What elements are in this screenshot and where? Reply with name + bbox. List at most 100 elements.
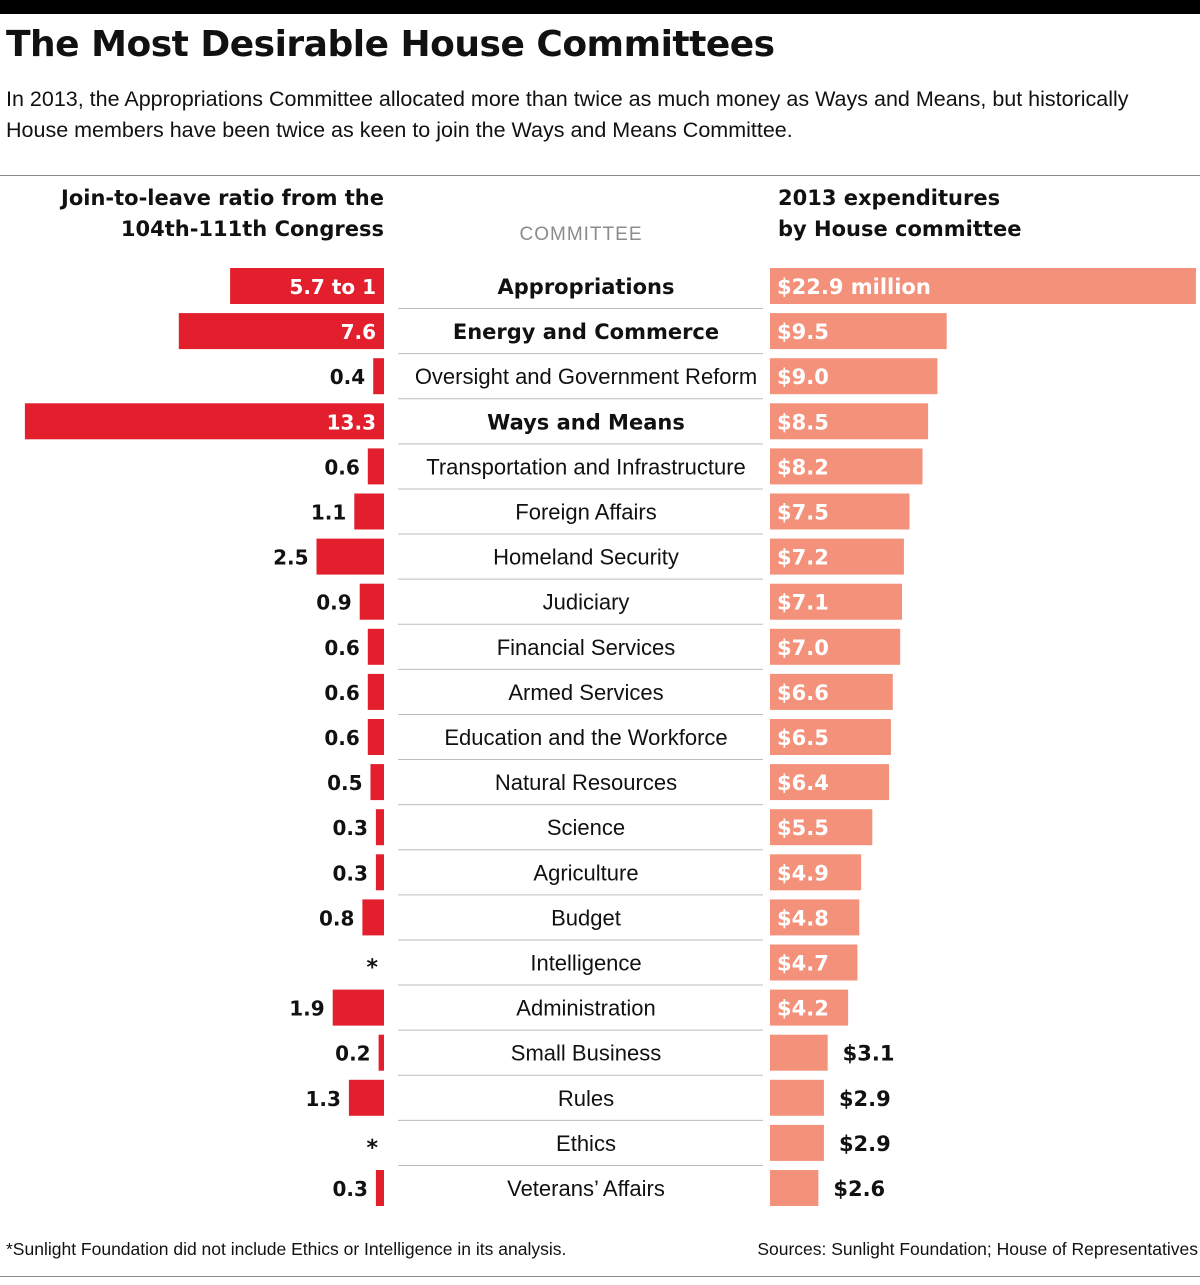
- category-label-armed-services: Armed Services: [508, 680, 663, 705]
- expenditure-bar-judiciary: [770, 583, 903, 620]
- expenditure-label-natural-resources: $6.4: [777, 771, 829, 795]
- expenditure-bar-energy-and-commerce: [770, 313, 947, 350]
- ratio-label-administration: 1.9: [289, 997, 324, 1021]
- expenditure-header-line-1: 2013 expenditures: [778, 186, 1001, 210]
- ratio-label-homeland-security: 2.5: [273, 546, 308, 570]
- ratio-column-header: Join-to-leave ratio from the 104th-111th…: [61, 183, 384, 245]
- expenditure-bar-budget: [770, 899, 860, 936]
- ratio-bar-transportation-and-infrastructure: [367, 448, 384, 485]
- expenditure-bar-small-business: [770, 1034, 828, 1071]
- category-label-financial-services: Financial Services: [497, 635, 676, 660]
- expenditure-label-veterans-affairs: $2.6: [833, 1177, 885, 1201]
- expenditure-bar-financial-services: [770, 628, 901, 665]
- ratio-bar-energy-and-commerce: [178, 313, 384, 350]
- ratio-label-science: 0.3: [332, 816, 367, 840]
- ratio-bar-agriculture: [375, 854, 384, 891]
- ratio-bar-financial-services: [367, 628, 384, 665]
- expenditure-label-appropriations: $22.9 million: [777, 275, 931, 299]
- ratio-label-oversight-and-government-reform: 0.4: [330, 365, 365, 389]
- chart-subtitle: In 2013, the Appropriations Committee al…: [6, 87, 1129, 142]
- expenditure-label-science: $5.5: [777, 816, 829, 840]
- ratio-label-foreign-affairs: 1.1: [311, 501, 346, 525]
- ratio-bar-veterans-affairs: [375, 1170, 384, 1206]
- ratio-bar-ways-and-means: [24, 403, 385, 440]
- expenditure-bar-ethics: [770, 1124, 824, 1161]
- ratio-bar-natural-resources: [370, 764, 384, 801]
- ratio-bar-rules: [348, 1079, 384, 1116]
- footnote: *Sunlight Foundation did not include Eth…: [6, 1239, 567, 1259]
- category-label-education-and-the-workforce: Education and the Workforce: [444, 725, 727, 750]
- expenditure-label-transportation-and-infrastructure: $8.2: [777, 455, 829, 479]
- ratio-label-rules: 1.3: [305, 1087, 340, 1111]
- expenditure-bar-natural-resources: [770, 764, 890, 801]
- expenditure-bar-armed-services: [770, 673, 893, 710]
- expenditure-label-oversight-and-government-reform: $9.0: [777, 365, 829, 389]
- category-label-small-business: Small Business: [511, 1041, 661, 1066]
- category-label-judiciary: Judiciary: [543, 590, 630, 615]
- expenditure-bar-oversight-and-government-reform: [770, 358, 938, 395]
- ratio-bar-foreign-affairs: [354, 493, 384, 530]
- expenditure-bar-transportation-and-infrastructure: [770, 448, 923, 485]
- category-label-homeland-security: Homeland Security: [493, 545, 679, 570]
- expenditure-label-foreign-affairs: $7.5: [777, 501, 829, 525]
- category-label-rules: Rules: [558, 1086, 614, 1111]
- expenditure-label-armed-services: $6.6: [777, 681, 829, 705]
- ratio-label-natural-resources: 0.5: [327, 771, 362, 795]
- expenditure-bar-administration: [770, 989, 849, 1026]
- ratio-bar-homeland-security: [316, 538, 384, 575]
- category-label-veterans-affairs: Veterans’ Affairs: [507, 1176, 665, 1201]
- ratio-label-ways-and-means: 13.3: [327, 410, 376, 434]
- ratio-bar-appropriations: [230, 268, 384, 304]
- ratio-bar-administration: [332, 989, 384, 1026]
- top-rule: [0, 0, 1200, 14]
- ratio-header-line-1: Join-to-leave ratio from the: [61, 186, 384, 210]
- category-label-budget: Budget: [551, 905, 621, 930]
- expenditure-label-agriculture: $4.9: [777, 861, 829, 885]
- category-label-energy-and-commerce: Energy and Commerce: [453, 320, 719, 344]
- footer-divider: [0, 1276, 1200, 1277]
- chart-title: The Most Desirable House Committees: [6, 24, 775, 65]
- ratio-bar-budget: [362, 899, 384, 936]
- category-label-foreign-affairs: Foreign Affairs: [515, 500, 656, 525]
- committee-column-header: COMMITTEE: [519, 224, 643, 245]
- expenditure-label-ethics: $2.9: [839, 1132, 891, 1156]
- ratio-bar-oversight-and-government-reform: [373, 358, 384, 395]
- category-label-transportation-and-infrastructure: Transportation and Infrastructure: [426, 454, 746, 479]
- expenditure-bar-homeland-security: [770, 538, 904, 575]
- expenditure-label-financial-services: $7.0: [777, 636, 829, 660]
- ratio-label-education-and-the-workforce: 0.6: [324, 726, 359, 750]
- ratio-bar-science: [375, 809, 384, 846]
- category-label-intelligence: Intelligence: [530, 951, 641, 976]
- expenditure-bar-rules: [770, 1079, 824, 1116]
- ratio-label-financial-services: 0.6: [324, 636, 359, 660]
- ratio-label-small-business: 0.2: [335, 1042, 370, 1066]
- expenditure-header-line-2: by House committee: [778, 217, 1022, 241]
- header-divider: [0, 175, 1200, 176]
- category-label-ways-and-means: Ways and Means: [487, 410, 685, 434]
- ratio-label-agriculture: 0.3: [332, 861, 367, 885]
- category-label-agriculture: Agriculture: [533, 860, 638, 885]
- ratio-label-ethics: *: [366, 1136, 378, 1161]
- category-label-oversight-and-government-reform: Oversight and Government Reform: [415, 364, 757, 389]
- ratio-label-appropriations: 5.7 to 1: [289, 275, 376, 299]
- expenditure-bar-foreign-affairs: [770, 493, 910, 530]
- expenditure-label-administration: $4.2: [777, 997, 829, 1021]
- expenditure-column-header: 2013 expenditures by House committee: [778, 183, 1021, 245]
- ratio-label-armed-services: 0.6: [324, 681, 359, 705]
- ratio-bar-small-business: [378, 1034, 384, 1071]
- expenditure-bar-agriculture: [770, 854, 862, 891]
- category-label-natural-resources: Natural Resources: [495, 770, 677, 795]
- ratio-label-judiciary: 0.9: [316, 591, 351, 615]
- ratio-label-intelligence: *: [366, 956, 378, 981]
- expenditure-bar-intelligence: [770, 944, 858, 981]
- expenditure-label-rules: $2.9: [839, 1087, 891, 1111]
- expenditure-label-homeland-security: $7.2: [777, 546, 829, 570]
- ratio-label-budget: 0.8: [319, 906, 354, 930]
- expenditure-bar-science: [770, 809, 873, 846]
- expenditure-bar-appropriations: [770, 268, 1196, 304]
- expenditure-label-small-business: $3.1: [843, 1042, 895, 1066]
- ratio-bar-education-and-the-workforce: [367, 719, 384, 755]
- expenditure-label-budget: $4.8: [777, 906, 829, 930]
- ratio-header-line-2: 104th-111th Congress: [120, 217, 384, 241]
